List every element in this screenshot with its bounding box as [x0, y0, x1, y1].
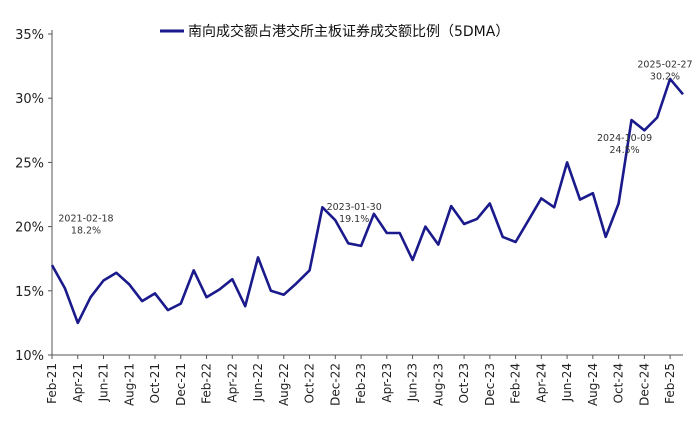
series-line	[50, 77, 684, 325]
y-tick-label: 35%	[15, 28, 44, 43]
annotation-value: 24.5%	[610, 145, 640, 156]
x-tick-label: Dec-24	[637, 363, 651, 406]
x-tick-label: Jun-21	[97, 363, 111, 402]
x-tick-label: Aug-24	[586, 363, 600, 406]
x-tick-label: Oct-23	[457, 363, 471, 403]
y-axis-ticks: 10% 15% 20% 25% 30% 35%	[15, 28, 52, 364]
x-tick-label: Dec-22	[328, 363, 342, 406]
annotation-value: 19.1%	[339, 214, 369, 225]
x-tick-label: Feb-25	[663, 363, 677, 404]
x-tick-label: Apr-22	[225, 363, 239, 403]
x-tick-label: Dec-21	[174, 363, 188, 406]
annotation-date: 2024-10-09	[597, 133, 652, 144]
annotation-value: 18.2%	[71, 226, 101, 237]
y-tick-label: 20%	[15, 221, 44, 236]
x-tick-label: Apr-24	[534, 363, 548, 403]
x-tick-label: Dec-23	[483, 363, 497, 406]
annotation-value: 30.2%	[650, 72, 680, 83]
annotation-date: 2023-01-30	[327, 202, 382, 213]
x-tick-label: Feb-24	[509, 363, 523, 404]
x-tick-label: Feb-23	[354, 363, 368, 404]
x-tick-label: Feb-21	[45, 363, 59, 404]
x-tick-label: Aug-21	[122, 363, 136, 406]
annotation-date: 2025-02-27	[637, 60, 692, 71]
x-tick-label: Feb-22	[200, 363, 214, 404]
x-tick-label: Jun-23	[406, 363, 420, 402]
y-tick-label: 30%	[15, 92, 44, 107]
x-axis-ticks: Feb-21 Apr-21 Jun-21 Aug-21 Oct-21 Dec-21 Feb-…	[45, 355, 677, 406]
x-tick-label: Jun-24	[560, 363, 574, 402]
x-tick-label: Aug-23	[431, 363, 445, 406]
x-tick-label: Oct-21	[148, 363, 162, 403]
x-tick-label: Oct-22	[303, 363, 317, 403]
x-tick-label: Oct-24	[612, 363, 626, 403]
annotation-date: 2021-02-18	[58, 214, 113, 225]
y-tick-label: 10%	[15, 349, 44, 364]
x-tick-label: Apr-23	[380, 363, 394, 403]
x-tick-label: Aug-22	[277, 363, 291, 406]
x-tick-label: Jun-22	[251, 363, 265, 402]
y-tick-label: 25%	[15, 156, 44, 171]
y-tick-label: 15%	[15, 285, 44, 300]
legend-label: 南向成交额占港交所主板证券成交额比例（5DMA）	[188, 23, 509, 40]
chart-legend: 南向成交额占港交所主板证券成交额比例（5DMA）	[160, 23, 509, 40]
chart-axes	[51, 30, 683, 356]
x-tick-label: Apr-21	[71, 363, 85, 403]
